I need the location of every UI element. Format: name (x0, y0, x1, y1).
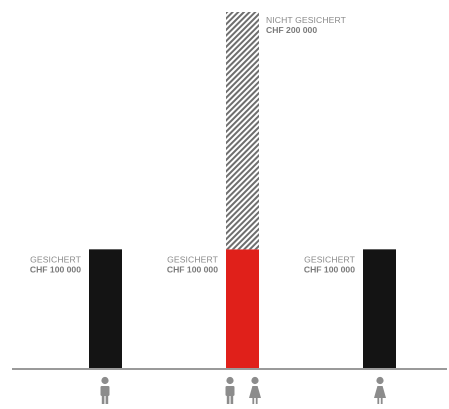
segment-label-3-1: GESICHERT (304, 254, 356, 264)
woman-icon (249, 376, 261, 404)
bar-segment-1-1 (89, 249, 122, 368)
segment-value-1-1: CHF 100 000 (30, 264, 81, 274)
segment-value-3-1: CHF 100 000 (304, 264, 355, 274)
bar-segment-3-1 (363, 249, 396, 368)
bar-segment-2-2 (226, 12, 259, 250)
segment-value-2-2: CHF 200 000 (266, 25, 317, 35)
segment-label-2-1: GESICHERT (167, 254, 219, 264)
segment-label-2-2: NICHT GESICHERT (266, 15, 347, 25)
segment-label-1-1: GESICHERT (30, 254, 82, 264)
segment-value-2-1: CHF 100 000 (167, 264, 218, 274)
man-icon (225, 376, 235, 404)
man-icon (100, 376, 110, 404)
woman-icon (374, 376, 386, 404)
bar-segment-2-1 (226, 249, 259, 368)
